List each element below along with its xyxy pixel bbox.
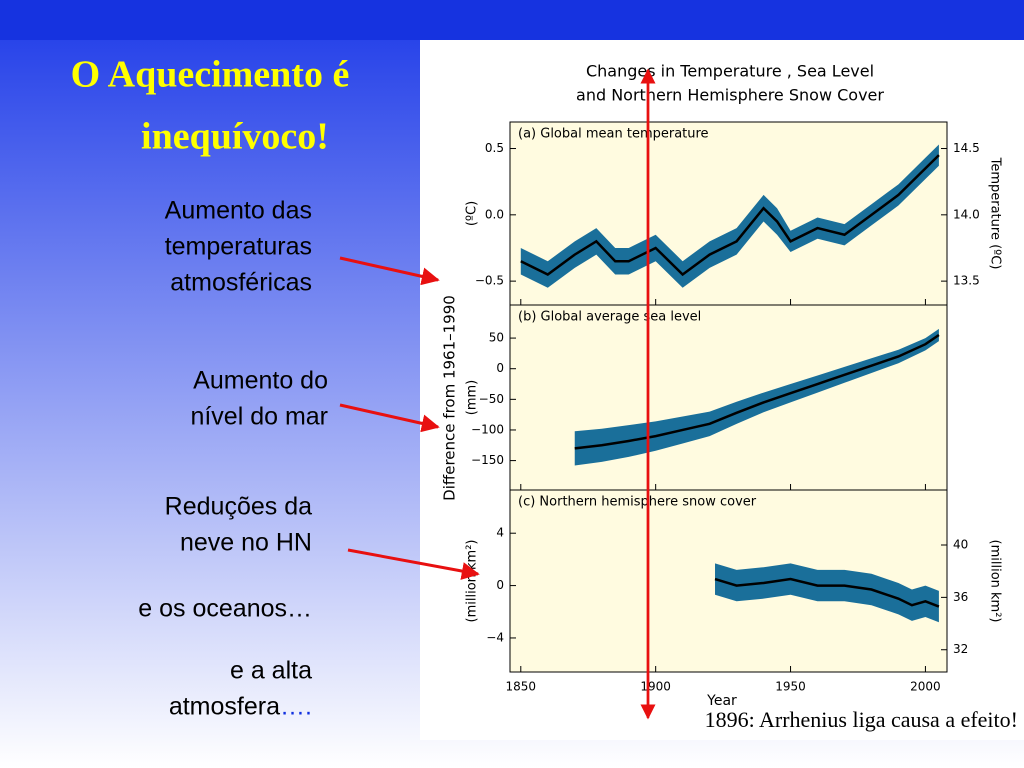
arrow [347, 548, 480, 580]
x-tick-label: 2000 [910, 680, 941, 694]
slide-item: e a alta [230, 657, 312, 685]
slide-item: temperaturas [165, 233, 312, 261]
y-tick-label: −0.5 [475, 274, 504, 288]
y2-tick-label: 36 [953, 590, 968, 604]
caption: 1896: Arrhenius liga causa a efeito! [705, 707, 1018, 732]
y-tick-label: 0.0 [485, 207, 504, 221]
x-tick-label: 1900 [640, 680, 671, 694]
panel-title: (a) Global mean temperature [518, 127, 709, 142]
x-tick-label: 1850 [506, 680, 537, 694]
figure-title: Changes in Temperature , Sea Level [586, 62, 874, 81]
slide-title: O Aquecimento é [71, 54, 350, 96]
figure-title: and Northern Hemisphere Snow Cover [576, 86, 884, 105]
y2-label: (million km²) [988, 540, 1003, 623]
y2-tick-label: 32 [953, 642, 968, 656]
slide-item: Reduções da [165, 493, 312, 521]
y-tick-label: 0 [496, 361, 504, 375]
x-tick-label: 1950 [775, 680, 806, 694]
y-tick-label: 4 [496, 526, 504, 540]
slide-item: neve no HN [180, 529, 312, 557]
uncertainty-band [574, 328, 939, 466]
slide-item: atmosfera [169, 693, 280, 721]
arrow [339, 256, 440, 286]
series-line [574, 333, 940, 450]
y2-label: Temperature (ºC) [988, 157, 1003, 270]
y-tick-label: 0 [496, 578, 504, 592]
panel-y-label: (mm) [465, 380, 480, 415]
y2-tick-label: 40 [953, 537, 968, 551]
top-band [0, 0, 1024, 40]
y2-tick-label: 13.5 [953, 274, 980, 288]
series-line [714, 577, 940, 608]
x-label: Year [706, 693, 737, 709]
slide-item: Aumento do [193, 367, 328, 395]
panel-y-label: (ºC) [465, 201, 480, 226]
arrow [339, 403, 440, 433]
y-tick-label: −100 [471, 422, 504, 436]
slide-item: atmosféricas [170, 269, 312, 297]
y2-tick-label: 14.5 [953, 141, 980, 155]
y-tick-label: 0.5 [485, 141, 504, 155]
content: O Aquecimento é inequívoco! Aumento das tem… [71, 54, 1018, 732]
y-tick-label: −150 [471, 453, 504, 467]
panel-y-label: (million km²) [465, 540, 480, 623]
slide-item: e os oceanos… [138, 595, 312, 623]
y-label: Difference from 1961–1990 [441, 295, 459, 501]
y-tick-label: −50 [479, 392, 504, 406]
ellipsis: …. [280, 693, 312, 721]
y2-tick-label: 14.0 [953, 207, 980, 221]
y-tick-label: −4 [486, 630, 504, 644]
slide-title: inequívoco! [141, 116, 329, 158]
y-tick-label: 50 [489, 331, 504, 345]
series-line [520, 154, 940, 277]
slide-item: nível do mar [190, 403, 328, 431]
uncertainty-band [520, 144, 939, 288]
slide-item: Aumento das [165, 197, 312, 225]
panel-title: (c) Northern hemisphere snow cover [518, 495, 757, 510]
panel-title: (b) Global average sea level [518, 310, 701, 325]
uncertainty-band [715, 563, 939, 623]
